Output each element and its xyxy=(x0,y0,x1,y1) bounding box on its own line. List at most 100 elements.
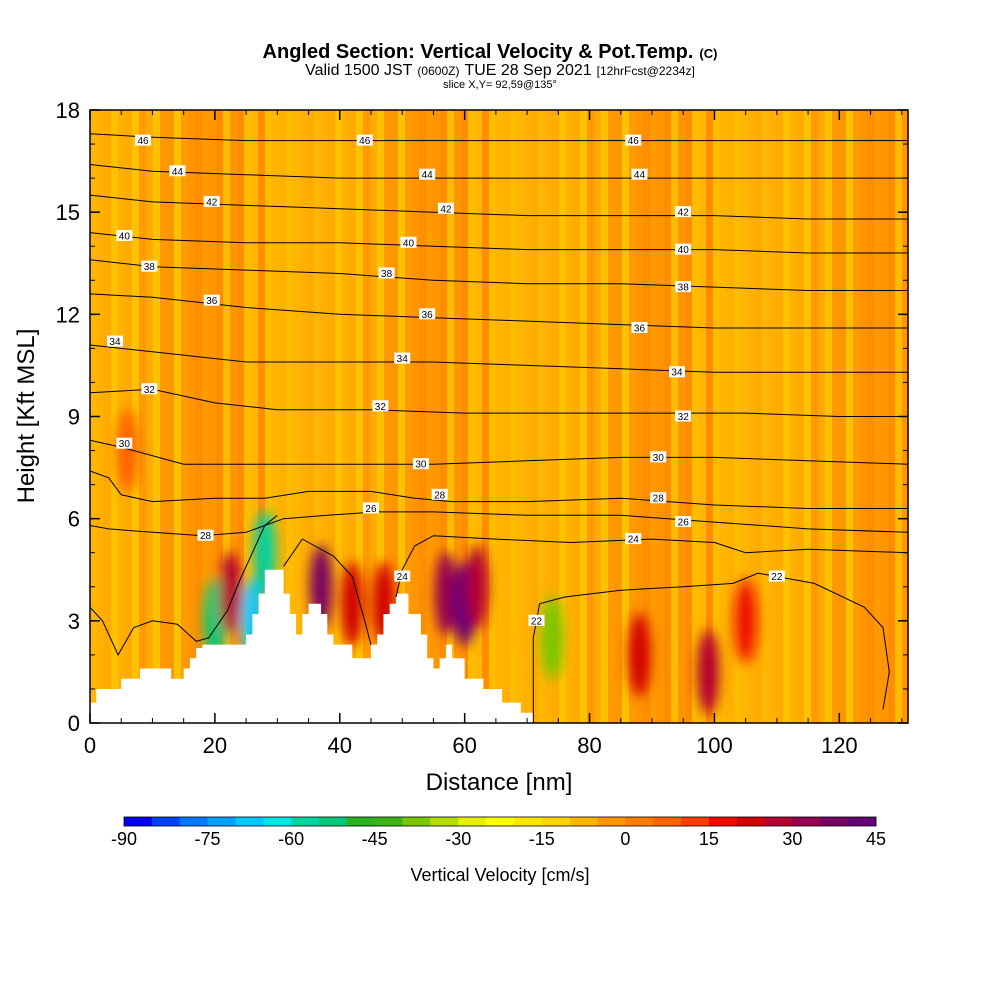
x-tick-label: 80 xyxy=(577,733,601,758)
colorbar-swatch xyxy=(820,817,849,826)
contour-label-box xyxy=(675,206,692,218)
velocity-stripe xyxy=(265,110,272,723)
colorbar-swatch xyxy=(402,817,431,826)
colorbar-swatch xyxy=(346,817,375,826)
contour-label-28: 28 xyxy=(197,529,214,542)
velocity-stripe xyxy=(741,110,748,723)
velocity-stripe xyxy=(622,110,629,723)
contour-line-32 xyxy=(90,388,908,417)
velocity-stripe xyxy=(664,110,671,723)
contour-label-box xyxy=(141,260,158,272)
velocity-stripe xyxy=(468,110,475,723)
velocity-stripe xyxy=(755,110,762,723)
colorbar-swatch xyxy=(263,817,292,826)
contour-label-box xyxy=(675,281,692,293)
velocity-stripe xyxy=(342,110,349,723)
contour-label-42: 42 xyxy=(437,202,454,215)
colorbar-swatch xyxy=(764,817,793,826)
x-tick-label: 60 xyxy=(452,733,476,758)
contour-label-box xyxy=(650,492,667,504)
velocity-stripe xyxy=(503,110,510,723)
contour-label-30: 30 xyxy=(412,458,429,471)
velocity-stripe xyxy=(412,110,419,723)
velocity-stripe xyxy=(258,110,265,723)
contour-label-box xyxy=(141,383,158,395)
contour-label-text: 40 xyxy=(403,238,415,249)
velocity-stripe xyxy=(300,110,307,723)
velocity-stripe xyxy=(601,110,608,723)
contour-label-text: 44 xyxy=(634,170,646,181)
contour-label-42: 42 xyxy=(203,195,220,208)
velocity-stripe xyxy=(244,110,251,723)
contour-label-text: 46 xyxy=(359,136,371,147)
velocity-feature xyxy=(541,595,564,680)
contour-label-text: 26 xyxy=(678,518,690,529)
colorbar-tick-label: 30 xyxy=(782,829,802,849)
velocity-feature xyxy=(734,578,757,663)
velocity-feature xyxy=(697,629,720,714)
contour-label-36: 36 xyxy=(419,308,436,321)
colorbar-swatch xyxy=(681,817,710,826)
velocity-stripe xyxy=(237,110,244,723)
velocity-stripe xyxy=(153,110,160,723)
contour-label-36: 36 xyxy=(631,321,648,334)
contour-label-text: 32 xyxy=(678,412,690,423)
colorbar-tick-label: 45 xyxy=(866,829,886,849)
contour-label-box xyxy=(431,488,448,500)
contour-label-32: 32 xyxy=(675,410,692,423)
contour-label-46: 46 xyxy=(135,134,152,147)
colorbar-tick-label: -15 xyxy=(529,829,555,849)
velocity-stripe xyxy=(608,110,615,723)
velocity-feature xyxy=(628,612,651,697)
contour-label-30: 30 xyxy=(116,437,133,450)
y-tick-label: 12 xyxy=(56,302,80,327)
contour-label-box xyxy=(203,195,220,207)
velocity-stripe xyxy=(517,110,524,723)
colorbar-swatch xyxy=(736,817,765,826)
colorbar-swatch xyxy=(374,817,403,826)
contour-label-26: 26 xyxy=(675,516,692,529)
terrain-mask xyxy=(90,569,534,723)
velocity-stripe xyxy=(475,110,482,723)
velocity-stripe xyxy=(419,110,426,723)
velocity-stripe xyxy=(356,110,363,723)
contour-label-box xyxy=(437,202,454,214)
velocity-stripe xyxy=(538,110,545,723)
contour-label-text: 34 xyxy=(397,354,409,365)
contour-label-box xyxy=(528,614,545,626)
velocity-stripe xyxy=(566,110,573,723)
contour-label-text: 42 xyxy=(678,208,690,219)
velocity-stripe xyxy=(321,110,328,723)
contour-line-42 xyxy=(90,194,908,220)
x-axis: 0 20 40 60 80 100 120 xyxy=(84,110,903,758)
colorbar-swatch xyxy=(318,817,348,826)
contour-label-box xyxy=(631,168,648,180)
contour-label-box xyxy=(419,308,436,320)
contour-label-text: 30 xyxy=(415,460,427,471)
velocity-stripe xyxy=(195,110,202,723)
velocity-stripe xyxy=(489,110,496,723)
colorbar-tick-label: -60 xyxy=(278,829,304,849)
velocity-stripe xyxy=(440,110,447,723)
velocity-stripe xyxy=(454,110,461,723)
contour-label-38: 38 xyxy=(141,260,158,273)
velocity-stripe xyxy=(328,110,335,723)
contour-label-text: 24 xyxy=(397,572,409,583)
x-tick-label: 0 xyxy=(84,733,96,758)
contour-label-40: 40 xyxy=(400,236,417,249)
y-tick-label: 6 xyxy=(68,507,80,532)
colorbar-swatch xyxy=(124,817,153,826)
contour-line-22 xyxy=(90,514,278,656)
contour-label-44: 44 xyxy=(419,168,436,181)
velocity-stripe xyxy=(174,110,181,723)
contour-label-24: 24 xyxy=(625,533,642,546)
contour-label-text: 46 xyxy=(138,136,150,147)
velocity-stripe xyxy=(657,110,664,723)
velocity-stripe xyxy=(720,110,727,723)
x-tick-label: 100 xyxy=(696,733,733,758)
pot-temp-contour-labels: 22 22 24 24 26 26 28 28 28 30 30 30 32 32 32 34 34 34 36 36… xyxy=(106,134,785,627)
contour-line-24 xyxy=(283,538,372,645)
colorbar-swatch xyxy=(848,817,877,826)
velocity-stripe xyxy=(251,110,258,723)
